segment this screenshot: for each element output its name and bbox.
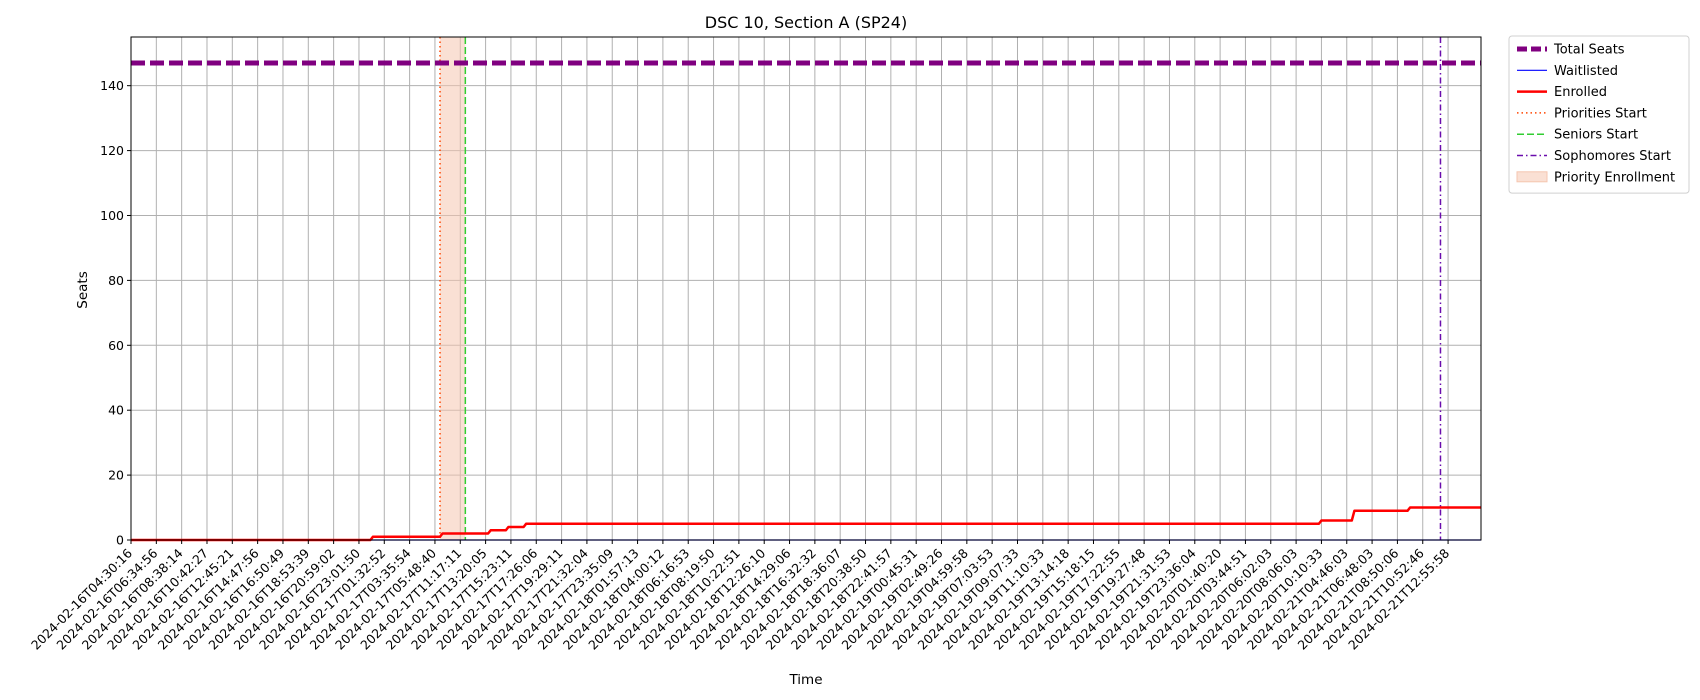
y-tick-label: 120: [100, 143, 124, 158]
legend-label-total-seats: Total Seats: [1553, 43, 1625, 58]
y-tick-label: 140: [100, 78, 124, 93]
x-axis-ticks: 2024-02-16T04:30:162024-02-16T06:34:5620…: [28, 540, 1452, 653]
legend-label-sophomores-start: Sophomores Start: [1554, 149, 1671, 164]
plot-border: [130, 36, 1482, 541]
x-axis-label: Time: [788, 672, 822, 688]
y-tick-label: 100: [100, 208, 124, 223]
chart-title: DSC 10, Section A (SP24): [705, 13, 907, 32]
legend-box: [1508, 35, 1690, 194]
legend-label-seniors-start: Seniors Start: [1554, 128, 1638, 143]
y-axis-ticks: 0 20 40 60 80 100 120 140: [100, 78, 131, 548]
vertical-markers: [439, 37, 1442, 540]
y-tick-label: 80: [108, 273, 124, 288]
series-line-enrolled: [131, 506, 1481, 542]
y-axis-label: Seats: [75, 271, 91, 308]
legend-label-priority-enrollment: Priority Enrollment: [1554, 170, 1675, 185]
y-tick-label: 40: [108, 403, 124, 418]
legend-swatch-priority-enrollment: [1516, 171, 1548, 183]
legend: Total Seats Waitlisted Enrolled Priorities …: [1508, 35, 1690, 194]
legend-label-waitlisted: Waitlisted: [1554, 64, 1618, 79]
shaded-regions: [440, 37, 466, 540]
grid-lines: [130, 37, 1481, 541]
y-tick-label: 0: [116, 533, 124, 548]
region-priority-enrollment: [440, 37, 466, 540]
plot-frame: [130, 36, 1482, 541]
legend-label-priorities-start: Priorities Start: [1554, 106, 1647, 121]
y-tick-label: 60: [108, 338, 124, 353]
y-tick-label: 20: [108, 468, 124, 483]
legend-label-enrolled: Enrolled: [1554, 85, 1607, 100]
